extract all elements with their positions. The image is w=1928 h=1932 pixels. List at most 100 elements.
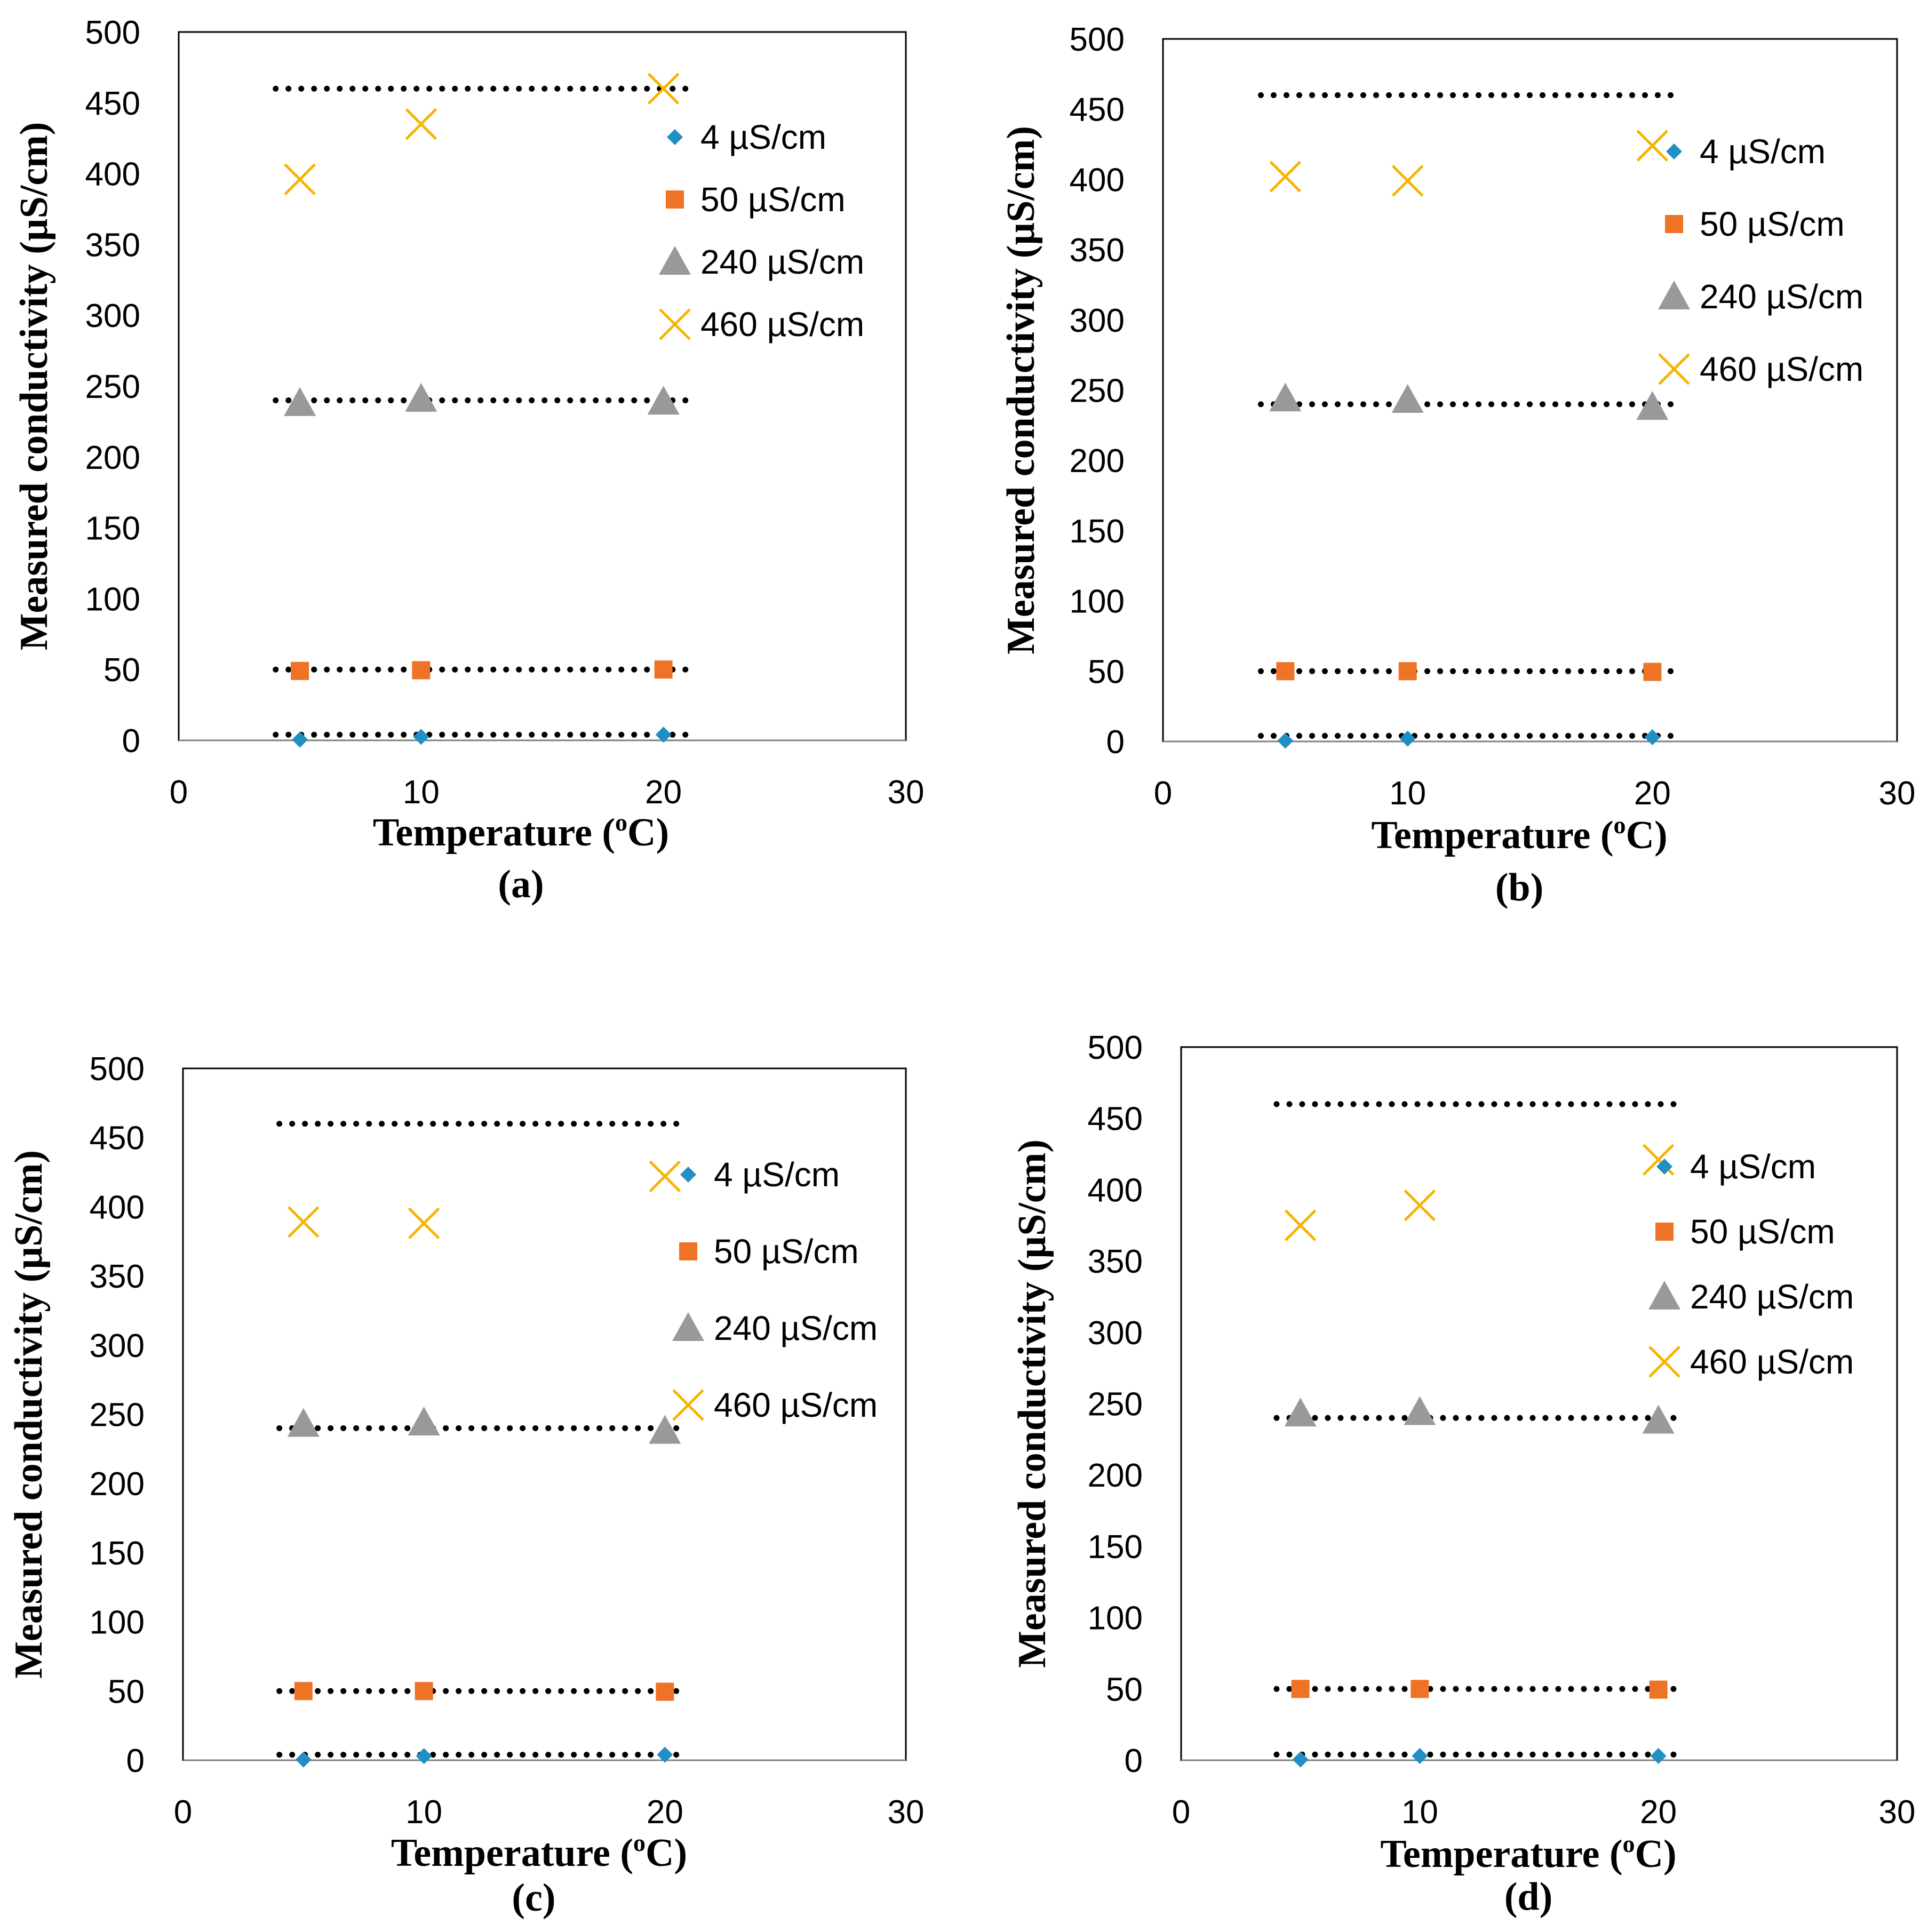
y-tick-label: 50 [1088,653,1125,690]
y-tick-label: 350 [90,1258,145,1295]
legend-entry: 460 µS/cm [1690,1343,1854,1381]
y-tick-label: 200 [90,1466,145,1503]
data-point [1649,1680,1668,1699]
x-axis-label-sup: o [615,809,627,836]
y-tick-label: 450 [1088,1101,1143,1138]
y-tick-label: 200 [1088,1457,1143,1494]
y-tick-label: 250 [90,1397,145,1434]
panel-label: (b) [1495,866,1543,909]
y-tick-label: 250 [1070,373,1125,410]
y-tick-label: 450 [90,1120,145,1157]
data-point [1412,1747,1428,1764]
y-tick-label: 450 [85,85,140,122]
data-point [1398,662,1417,681]
y-tick-label: 350 [85,227,140,264]
legend-entry: 240 µS/cm [714,1309,878,1347]
legend-entry: 240 µS/cm [1700,277,1863,316]
x-tick-label: 0 [170,774,188,811]
y-tick-label: 50 [1106,1671,1143,1708]
x-marker-stroke [1648,1346,1680,1378]
x-marker-stroke [1636,130,1669,162]
y-tick-label: 500 [85,14,140,51]
legend-entry: 4 µS/cm [1700,132,1826,171]
data-point [1404,1396,1436,1425]
y-axis-label: Measured conductivity (µS/cm) [999,126,1043,654]
y-tick-label: 300 [90,1328,145,1364]
data-point [1411,1680,1429,1698]
panel-label: (c) [512,1876,555,1920]
data-point [1391,165,1424,197]
panel-label: (a) [498,863,544,906]
legend-entry: 50 µS/cm [700,180,846,219]
y-tick-label: 400 [1088,1172,1143,1209]
data-point [1284,1209,1317,1242]
y-tick-label: 350 [1070,232,1125,269]
data-point [655,727,672,743]
data-point [284,163,316,195]
data-point [292,731,308,748]
data-point [288,1206,320,1238]
x-tick-label: 30 [888,774,925,811]
data-point [647,73,680,105]
x-tick-label: 10 [1401,1794,1438,1831]
legend-entry: 4 µS/cm [714,1155,840,1194]
y-tick-label: 50 [108,1673,145,1710]
y-tick-label: 150 [1088,1529,1143,1566]
x-tick-label: 20 [645,774,682,811]
y-tick-label: 350 [1088,1243,1143,1280]
data-point [291,661,309,680]
data-point [1276,662,1295,681]
x-marker-stroke [1391,165,1424,197]
data-point [1291,1680,1310,1698]
data-point [405,382,437,412]
x-axis-label-sup: o [1614,811,1626,839]
data-point [1292,1751,1309,1768]
data-point [1404,1189,1436,1222]
data-point [405,108,437,140]
x-axis-label-tail: C) [1626,813,1668,857]
legend-marker [672,1389,704,1421]
y-tick-label: 500 [1070,21,1125,58]
y-tick-label: 100 [1088,1600,1143,1637]
x-marker-stroke [649,1160,681,1193]
legend-entry: 4 µS/cm [700,118,826,156]
y-tick-label: 150 [90,1535,145,1572]
y-tick-label: 250 [1088,1386,1143,1423]
x-tick-label: 30 [1879,775,1916,812]
y-tick-label: 50 [103,652,140,689]
y-axis-label: Measured conductivity (µS/cm) [12,122,56,651]
legend-marker [1658,281,1690,309]
legend-marker [659,246,691,275]
y-tick-label: 150 [85,510,140,547]
data-point [416,1748,432,1765]
x-axis-label-sup: o [1623,1830,1635,1857]
data-point [408,1207,440,1240]
data-point [1391,384,1424,413]
panel-label: (d) [1504,1875,1552,1919]
legend-entry: 460 µS/cm [700,305,864,344]
y-tick-label: 500 [90,1051,145,1088]
data-point [1284,1398,1317,1427]
y-tick-label: 0 [126,1743,145,1779]
x-tick-label: 0 [1172,1794,1190,1831]
data-point [649,1160,681,1193]
x-marker-stroke [288,1206,320,1238]
data-point [284,387,316,416]
chart-panel-b: 0 50 100 150 200 250 300 350 400 450 500 0 10 20 30 4 µ… [999,21,1916,909]
x-tick-label: 20 [1634,775,1671,812]
data-point [408,1407,440,1436]
x-marker-stroke [1658,353,1690,385]
y-tick-label: 0 [1106,724,1125,761]
y-tick-label: 0 [122,723,140,760]
data-point [1643,662,1662,681]
data-point [287,1408,320,1437]
x-tick-label: 30 [888,1794,925,1831]
x-axis-label: Temperature (oC) [1380,1830,1676,1876]
x-tick-label: 10 [1389,775,1426,812]
y-axis-label: Measured conductivity (µS/cm) [7,1150,51,1679]
x-marker-stroke [408,1207,440,1240]
x-marker-stroke [284,163,316,195]
data-point [1642,1144,1675,1176]
legend-marker [1665,215,1683,233]
legend-marker [1656,1159,1672,1175]
